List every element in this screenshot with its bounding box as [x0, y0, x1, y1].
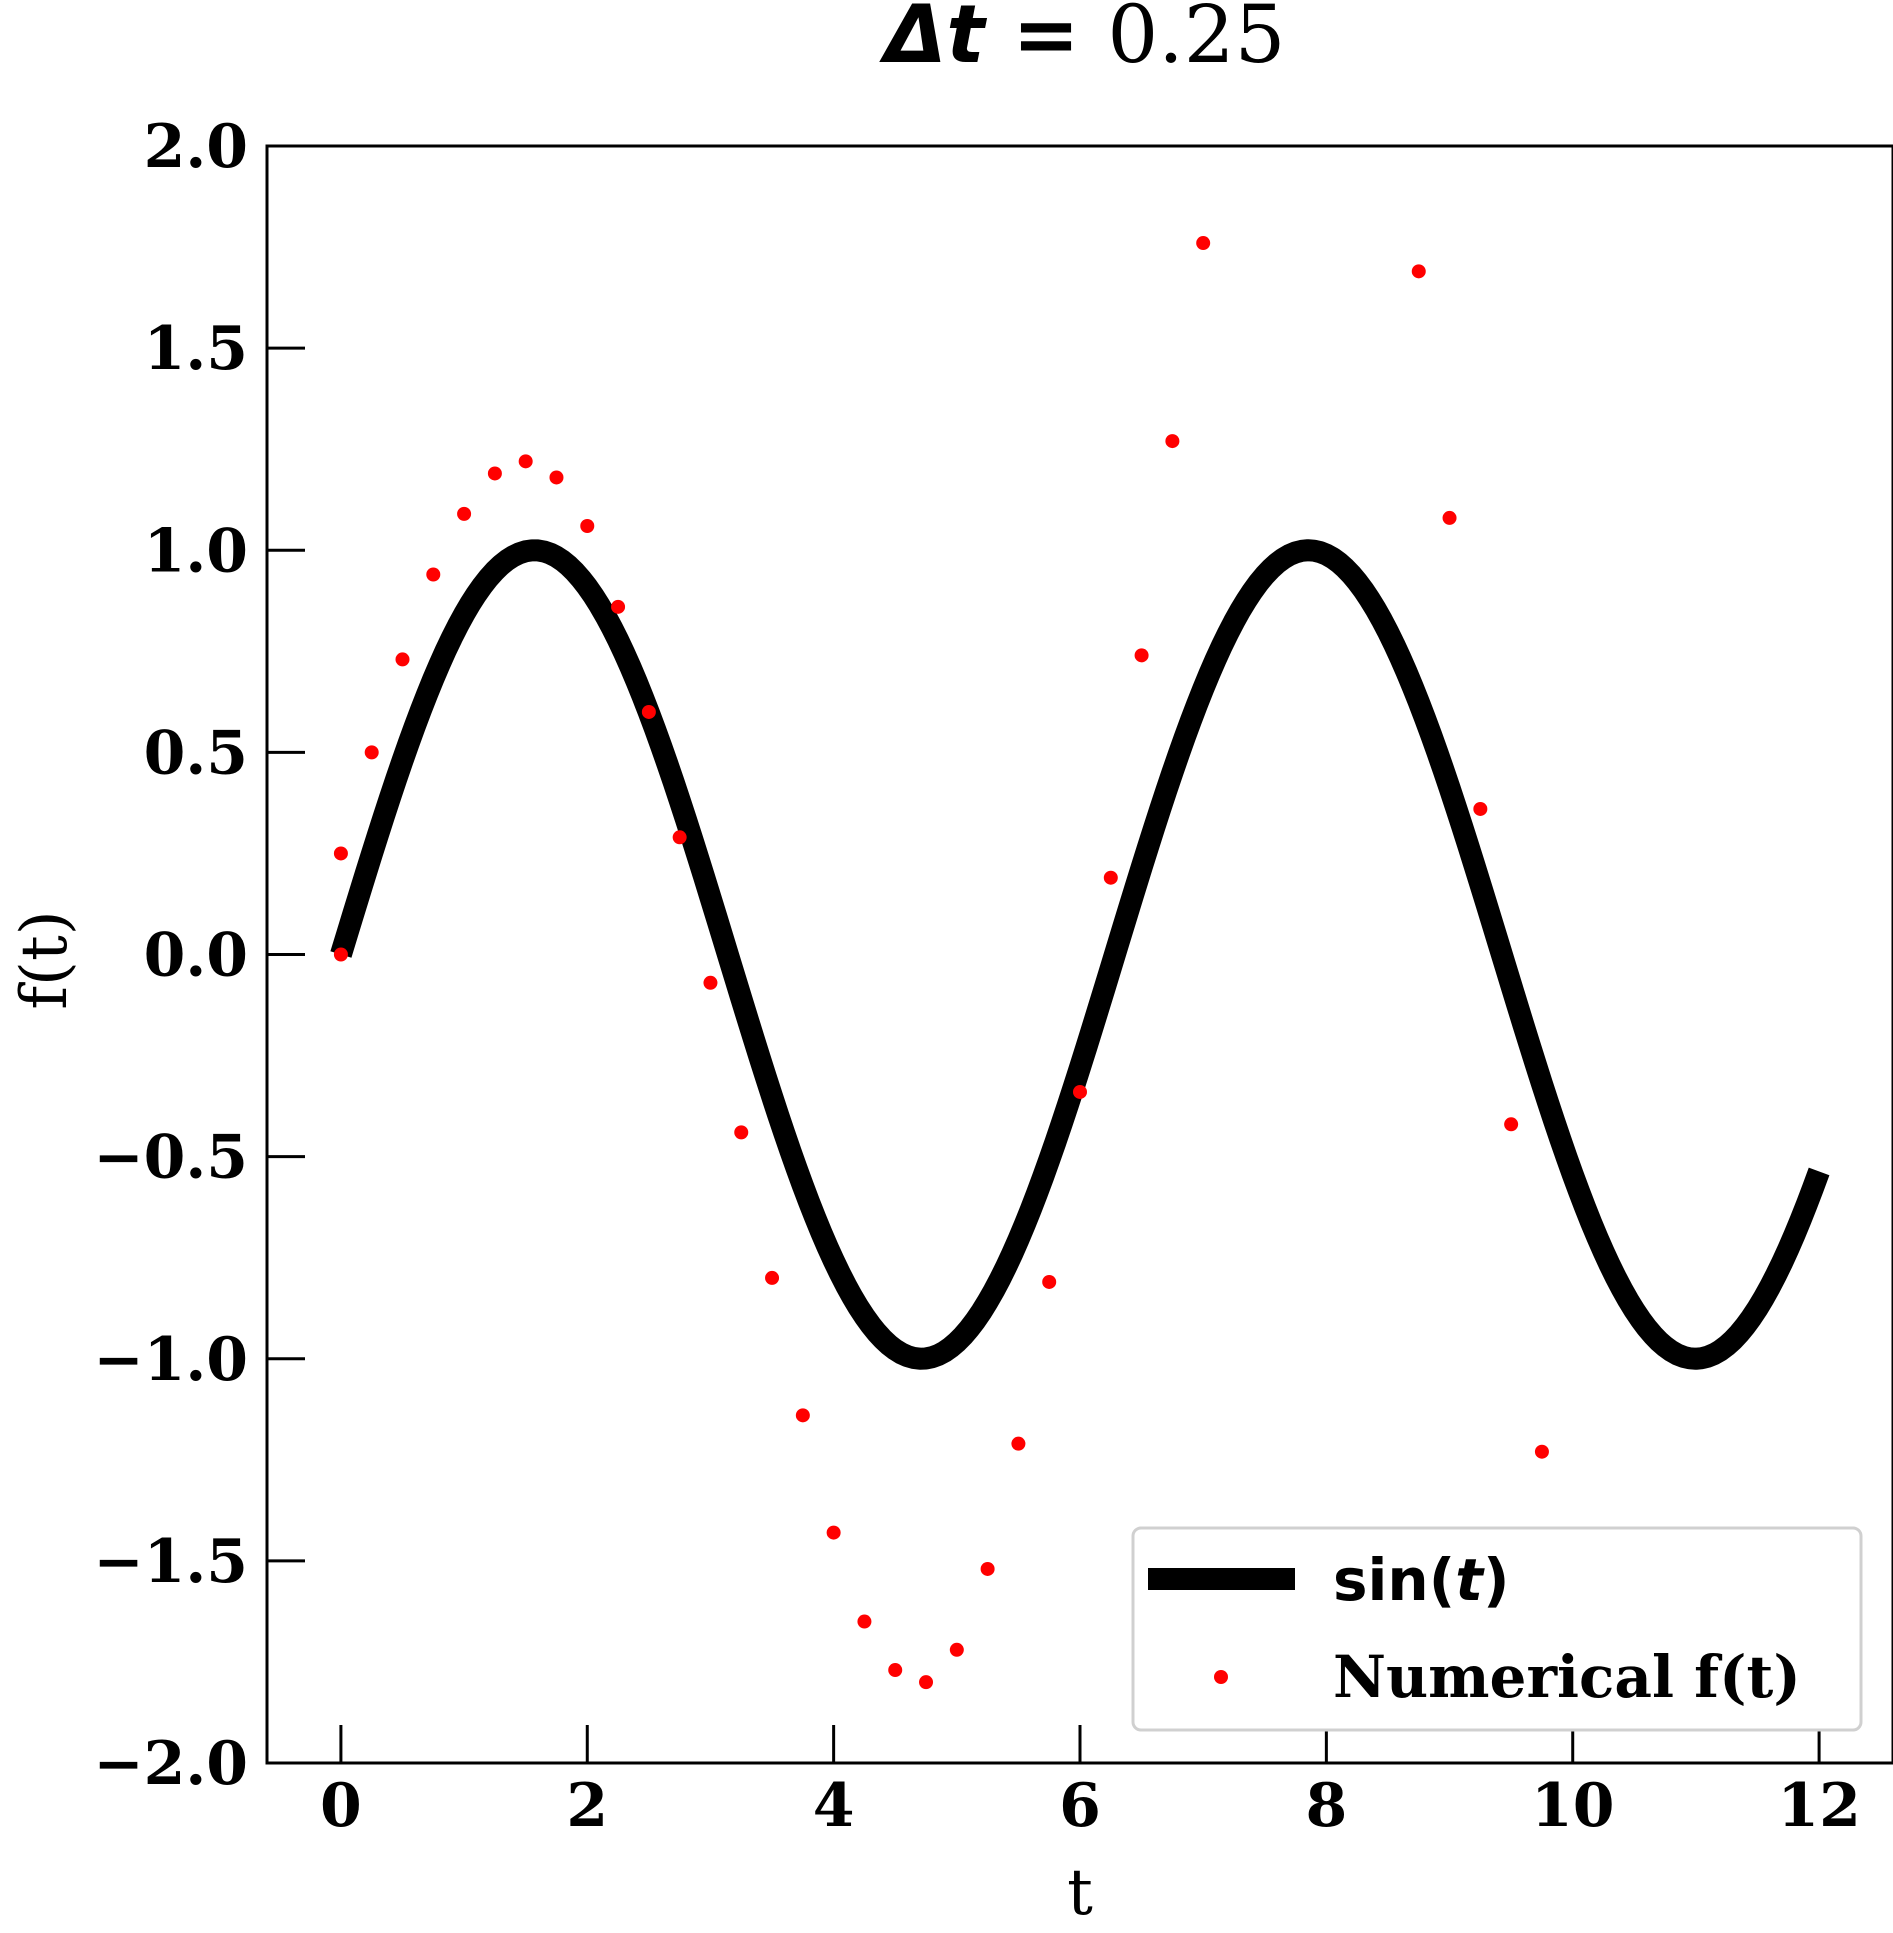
chart-title-prefix: Δt — [878, 0, 987, 81]
numerical-point — [364, 745, 379, 760]
numerical-point — [1196, 236, 1211, 251]
legend: sin(t) Numerical f(t) — [1131, 1526, 1863, 1732]
y-tick-label: −1.5 — [93, 1527, 248, 1597]
numerical-point — [919, 1675, 934, 1690]
numerical-point — [1504, 1117, 1519, 1132]
x-tick-label: 10 — [1531, 1771, 1615, 1841]
x-tick-label: 8 — [1305, 1771, 1347, 1841]
numerical-point — [333, 846, 348, 861]
x-tick-label: 12 — [1777, 1771, 1861, 1841]
x-axis-ticks: 0 2 4 6 8 10 12 — [320, 1725, 1861, 1841]
numerical-point — [1165, 434, 1180, 449]
numerical-point — [549, 470, 564, 485]
numerical-point — [1073, 1084, 1087, 1099]
y-axis-ticks: 2.0 1.5 1.0 0.5 0.0 −0.5 −1.0 −1.5 −2.0 — [93, 112, 305, 1799]
numerical-point — [826, 1525, 841, 1540]
numerical-point — [734, 1125, 749, 1140]
numerical-point — [1442, 510, 1457, 525]
y-tick-label: 2.0 — [144, 112, 248, 182]
y-tick-label: 1.5 — [144, 314, 248, 384]
legend-line-label-func: sin( — [1333, 1546, 1455, 1614]
numerical-point — [611, 599, 626, 614]
numerical-point — [333, 947, 348, 962]
numerical-point — [1411, 264, 1426, 279]
sin-curve-line — [330, 539, 1830, 1370]
numerical-point — [1534, 1444, 1549, 1459]
numerical-point — [980, 1561, 995, 1576]
numerical-point — [487, 466, 502, 481]
chart-title-equals: = — [985, 0, 1108, 81]
y-tick-label: 0.0 — [144, 921, 248, 991]
numerical-point — [672, 830, 687, 845]
numerical-point — [888, 1663, 903, 1678]
numerical-point — [426, 567, 441, 582]
numerical-point — [795, 1408, 810, 1423]
numerical-point — [765, 1270, 780, 1285]
chart-title: Δt = 0.25 — [878, 0, 1285, 81]
y-axis-label: f(t) — [8, 910, 82, 1009]
x-axis-label: t — [1067, 1856, 1093, 1928]
numerical-point — [857, 1614, 872, 1629]
y-tick-label: 0.5 — [144, 718, 248, 788]
numerical-point — [1103, 870, 1118, 885]
legend-box — [1131, 1526, 1863, 1732]
chart-title-value: 0.25 — [1107, 0, 1285, 81]
numerical-point — [641, 704, 656, 719]
x-tick-label: 2 — [566, 1771, 608, 1841]
legend-scatter-swatch — [1214, 1670, 1228, 1684]
y-tick-label: 1.0 — [144, 516, 248, 586]
x-tick-label: 6 — [1059, 1771, 1101, 1841]
numerical-series — [333, 236, 1549, 1690]
plot-area-frame — [265, 144, 1893, 1765]
x-tick-label: 0 — [320, 1771, 362, 1841]
legend-line-label-var: t — [1455, 1546, 1485, 1614]
legend-line-label-close: ) — [1483, 1546, 1510, 1614]
numerical-point — [1011, 1436, 1026, 1451]
x-tick-label: 4 — [813, 1771, 855, 1841]
numerical-point — [703, 975, 718, 990]
y-tick-label: −2.0 — [93, 1729, 248, 1799]
legend-line-label: sin(t) — [1333, 1546, 1509, 1614]
numerical-point — [580, 518, 595, 533]
sin-series — [330, 539, 1830, 1370]
numerical-point — [395, 652, 410, 667]
y-tick-label: −0.5 — [93, 1123, 248, 1193]
numerical-point — [1473, 801, 1488, 816]
numerical-point — [1042, 1274, 1057, 1289]
numerical-point — [457, 506, 472, 521]
y-tick-label: −1.0 — [93, 1325, 248, 1395]
numerical-point — [949, 1642, 964, 1657]
numerical-point — [1134, 648, 1149, 663]
legend-scatter-label: Numerical f(t) — [1333, 1643, 1801, 1711]
numerical-point — [518, 454, 533, 469]
